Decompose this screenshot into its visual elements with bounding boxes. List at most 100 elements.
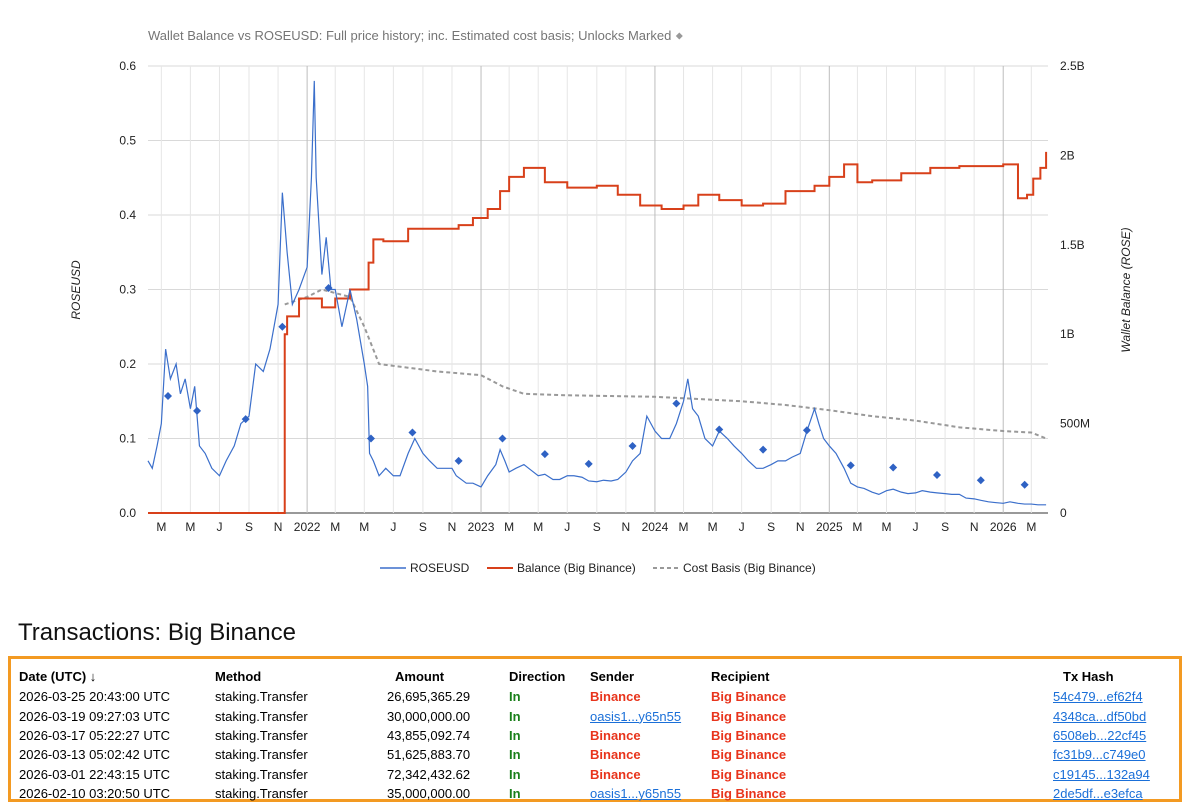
- unlock-marker: [540, 450, 549, 459]
- cell-spacer: [911, 745, 1053, 764]
- table-row: 2026-03-19 09:27:03 UTC staking.Transfer 3…: [19, 706, 1173, 725]
- y-right-tick-label: 0: [1060, 506, 1067, 520]
- tx-method: staking.Transfer: [215, 708, 308, 724]
- x-tick-label: N: [970, 520, 979, 534]
- x-tick-label: 2024: [642, 520, 669, 534]
- table-header-row: Date (UTC) ↓ Method Amount Direction Sen…: [19, 665, 1173, 687]
- tx-method: staking.Transfer: [215, 747, 308, 763]
- tx-amount: 72,342,432.62: [387, 766, 471, 782]
- unlock-marker: [584, 459, 593, 468]
- x-tick-label: N: [622, 520, 631, 534]
- x-tick-label: 2023: [468, 520, 495, 534]
- title-diamond-icon: [675, 32, 683, 40]
- tx-direction: In: [509, 766, 521, 782]
- tx-amount: 30,000,000.00: [387, 708, 471, 724]
- tx-recipient: Big Binance: [711, 727, 787, 743]
- unlock-marker: [628, 441, 637, 450]
- transactions-panel: Date (UTC) ↓ Method Amount Direction Sen…: [8, 656, 1182, 802]
- y-left-tick-label: 0.6: [119, 59, 136, 73]
- x-tick-label: M: [359, 520, 369, 534]
- y-left-tick-label: 0.5: [119, 134, 136, 148]
- tx-date: 2026-03-19 09:27:03 UTC: [19, 708, 171, 724]
- x-tick-label: N: [448, 520, 457, 534]
- legend-label: Cost Basis (Big Binance): [683, 561, 816, 575]
- tx-sender: Binance: [590, 689, 641, 705]
- tx-hash-link[interactable]: fc31b9...c749e0: [1053, 747, 1146, 763]
- series-layer: [147, 80, 1048, 514]
- x-tick-label: 2025: [816, 520, 843, 534]
- column-header-tx-hash[interactable]: Tx Hash: [1063, 668, 1114, 684]
- x-tick-label: S: [941, 520, 949, 534]
- cell-spacer: [911, 765, 1053, 784]
- unlock-marker: [366, 434, 375, 443]
- tx-date: 2026-03-01 22:43:15 UTC: [19, 766, 171, 782]
- tx-sender: Binance: [590, 766, 641, 782]
- y-right-tick-label: 500M: [1060, 417, 1090, 431]
- tx-date: 2026-03-17 05:22:27 UTC: [19, 727, 171, 743]
- tx-hash-link[interactable]: 54c479...ef62f4: [1053, 689, 1143, 705]
- y-left-tick-label: 0.1: [119, 432, 136, 446]
- unlock-marker: [454, 456, 463, 465]
- x-tick-label: N: [274, 520, 283, 534]
- unlock-marker: [278, 322, 287, 331]
- column-header-direction[interactable]: Direction: [509, 668, 566, 684]
- x-tick-label: M: [679, 520, 689, 534]
- tx-hash-link[interactable]: 6508eb...22cf45: [1053, 727, 1147, 743]
- unlock-marker: [672, 399, 681, 408]
- tx-hash-link[interactable]: 4348ca...df50bd: [1053, 708, 1147, 724]
- tx-method: staking.Transfer: [215, 689, 308, 705]
- table-row: 2026-03-13 05:02:42 UTC staking.Transfer 5…: [19, 745, 1173, 764]
- unlock-marker: [193, 406, 202, 415]
- column-header-amount[interactable]: Amount: [395, 668, 445, 684]
- tx-recipient: Big Binance: [711, 786, 787, 802]
- x-tick-label: J: [913, 520, 919, 534]
- y-right-tick-label: 2.5B: [1060, 59, 1085, 73]
- legend-label: Balance (Big Binance): [517, 561, 636, 575]
- tx-recipient: Big Binance: [711, 747, 787, 763]
- cell-spacer: [911, 784, 1053, 803]
- column-header-recipient[interactable]: Recipient: [711, 668, 770, 684]
- table-row: 2026-03-17 05:22:27 UTC staking.Transfer 4…: [19, 726, 1173, 745]
- unlock-markers: [164, 284, 1029, 489]
- series-line-balance-big-binance: [148, 151, 1048, 514]
- tx-hash-link[interactable]: c19145...132a94: [1053, 766, 1150, 782]
- x-tick-label: S: [767, 520, 775, 534]
- x-tick-label: 2022: [294, 520, 321, 534]
- y-right-tick-label: 1.5B: [1060, 238, 1085, 252]
- x-tick-label: M: [852, 520, 862, 534]
- tx-amount: 43,855,092.74: [387, 727, 471, 743]
- chart-legend: ROSEUSD Balance (Big Binance) Cost Basis (…: [380, 561, 816, 575]
- tx-sender[interactable]: oasis1...y65n55: [590, 708, 682, 724]
- cell-spacer: [911, 726, 1053, 745]
- x-tick-label: J: [216, 520, 222, 534]
- unlock-marker: [846, 461, 855, 470]
- tx-direction: In: [509, 727, 521, 743]
- column-header-sender[interactable]: Sender: [590, 668, 635, 684]
- y-left-tick-label: 0.2: [119, 357, 136, 371]
- tx-recipient: Big Binance: [711, 708, 787, 724]
- tx-hash-link[interactable]: 2de5df...e3efca: [1053, 786, 1143, 802]
- tx-amount: 26,695,365.29: [387, 689, 471, 705]
- price-balance-chart: Wallet Balance vs ROSEUSD: Full price hi…: [69, 28, 1133, 575]
- y-right-tick-label: 1B: [1060, 327, 1075, 341]
- tx-date: 2026-03-13 05:02:42 UTC: [19, 747, 171, 763]
- unlock-marker: [241, 415, 250, 424]
- x-tick-label: J: [564, 520, 570, 534]
- x-tick-label: M: [533, 520, 543, 534]
- unlock-marker: [324, 284, 333, 293]
- x-tick-label: M: [185, 520, 195, 534]
- unlock-marker: [932, 471, 941, 480]
- tx-sender[interactable]: oasis1...y65n55: [590, 786, 682, 802]
- x-tick-label: S: [245, 520, 253, 534]
- unlock-marker: [164, 392, 173, 401]
- column-spacer: [911, 665, 1053, 687]
- unlock-marker: [759, 445, 768, 454]
- column-header-method[interactable]: Method: [215, 668, 262, 684]
- y-left-ticks: 0.0 0.1 0.2 0.3 0.4 0.5 0.6: [119, 59, 136, 520]
- column-header-date[interactable]: Date (UTC) ↓: [19, 668, 97, 684]
- tx-method: staking.Transfer: [215, 727, 308, 743]
- x-tick-label: N: [796, 520, 805, 534]
- tx-sender: Binance: [590, 727, 641, 743]
- y-left-tick-label: 0.3: [119, 283, 136, 297]
- tx-amount: 51,625,883.70: [387, 747, 471, 763]
